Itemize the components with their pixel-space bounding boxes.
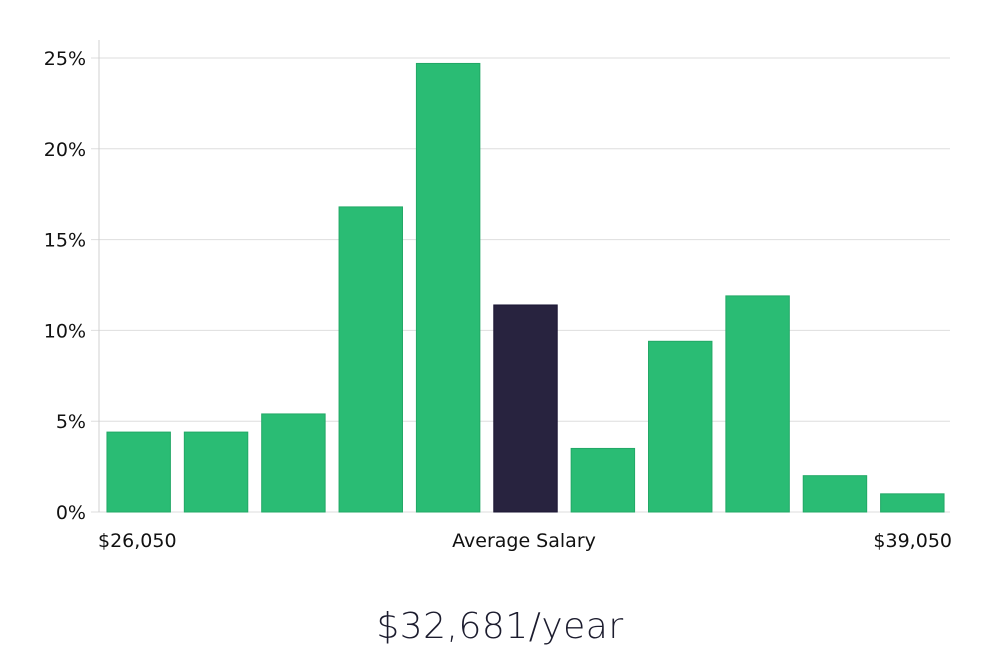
y-tick-label: 5%	[56, 411, 86, 433]
bar	[570, 447, 636, 513]
bar	[261, 413, 326, 513]
x-right-label: $39,050	[873, 530, 952, 552]
y-tick-label: 0%	[56, 502, 86, 524]
bar	[648, 340, 713, 513]
salary-histogram-chart: 0%5%10%15%20%25% $26,050 Average Salary …	[44, 40, 952, 552]
bar	[802, 475, 868, 513]
x-left-label: $26,050	[98, 530, 177, 552]
x-center-label: Average Salary	[452, 530, 596, 552]
bar	[725, 295, 790, 513]
y-tick-labels: 0% 5% 10% 15% 20% 25%	[44, 48, 86, 524]
y-tick-label: 25%	[44, 48, 86, 70]
bar	[338, 206, 403, 513]
bar	[415, 62, 481, 513]
average-salary-value: $32,681/year	[376, 606, 624, 647]
bars-layer	[106, 62, 945, 513]
bar	[880, 493, 945, 513]
y-tick-label: 10%	[44, 320, 86, 342]
bar	[106, 431, 171, 513]
y-tick-label: 20%	[44, 139, 86, 161]
bar-average-salary	[493, 304, 558, 513]
bar	[183, 431, 249, 513]
y-tick-label: 15%	[44, 230, 86, 252]
